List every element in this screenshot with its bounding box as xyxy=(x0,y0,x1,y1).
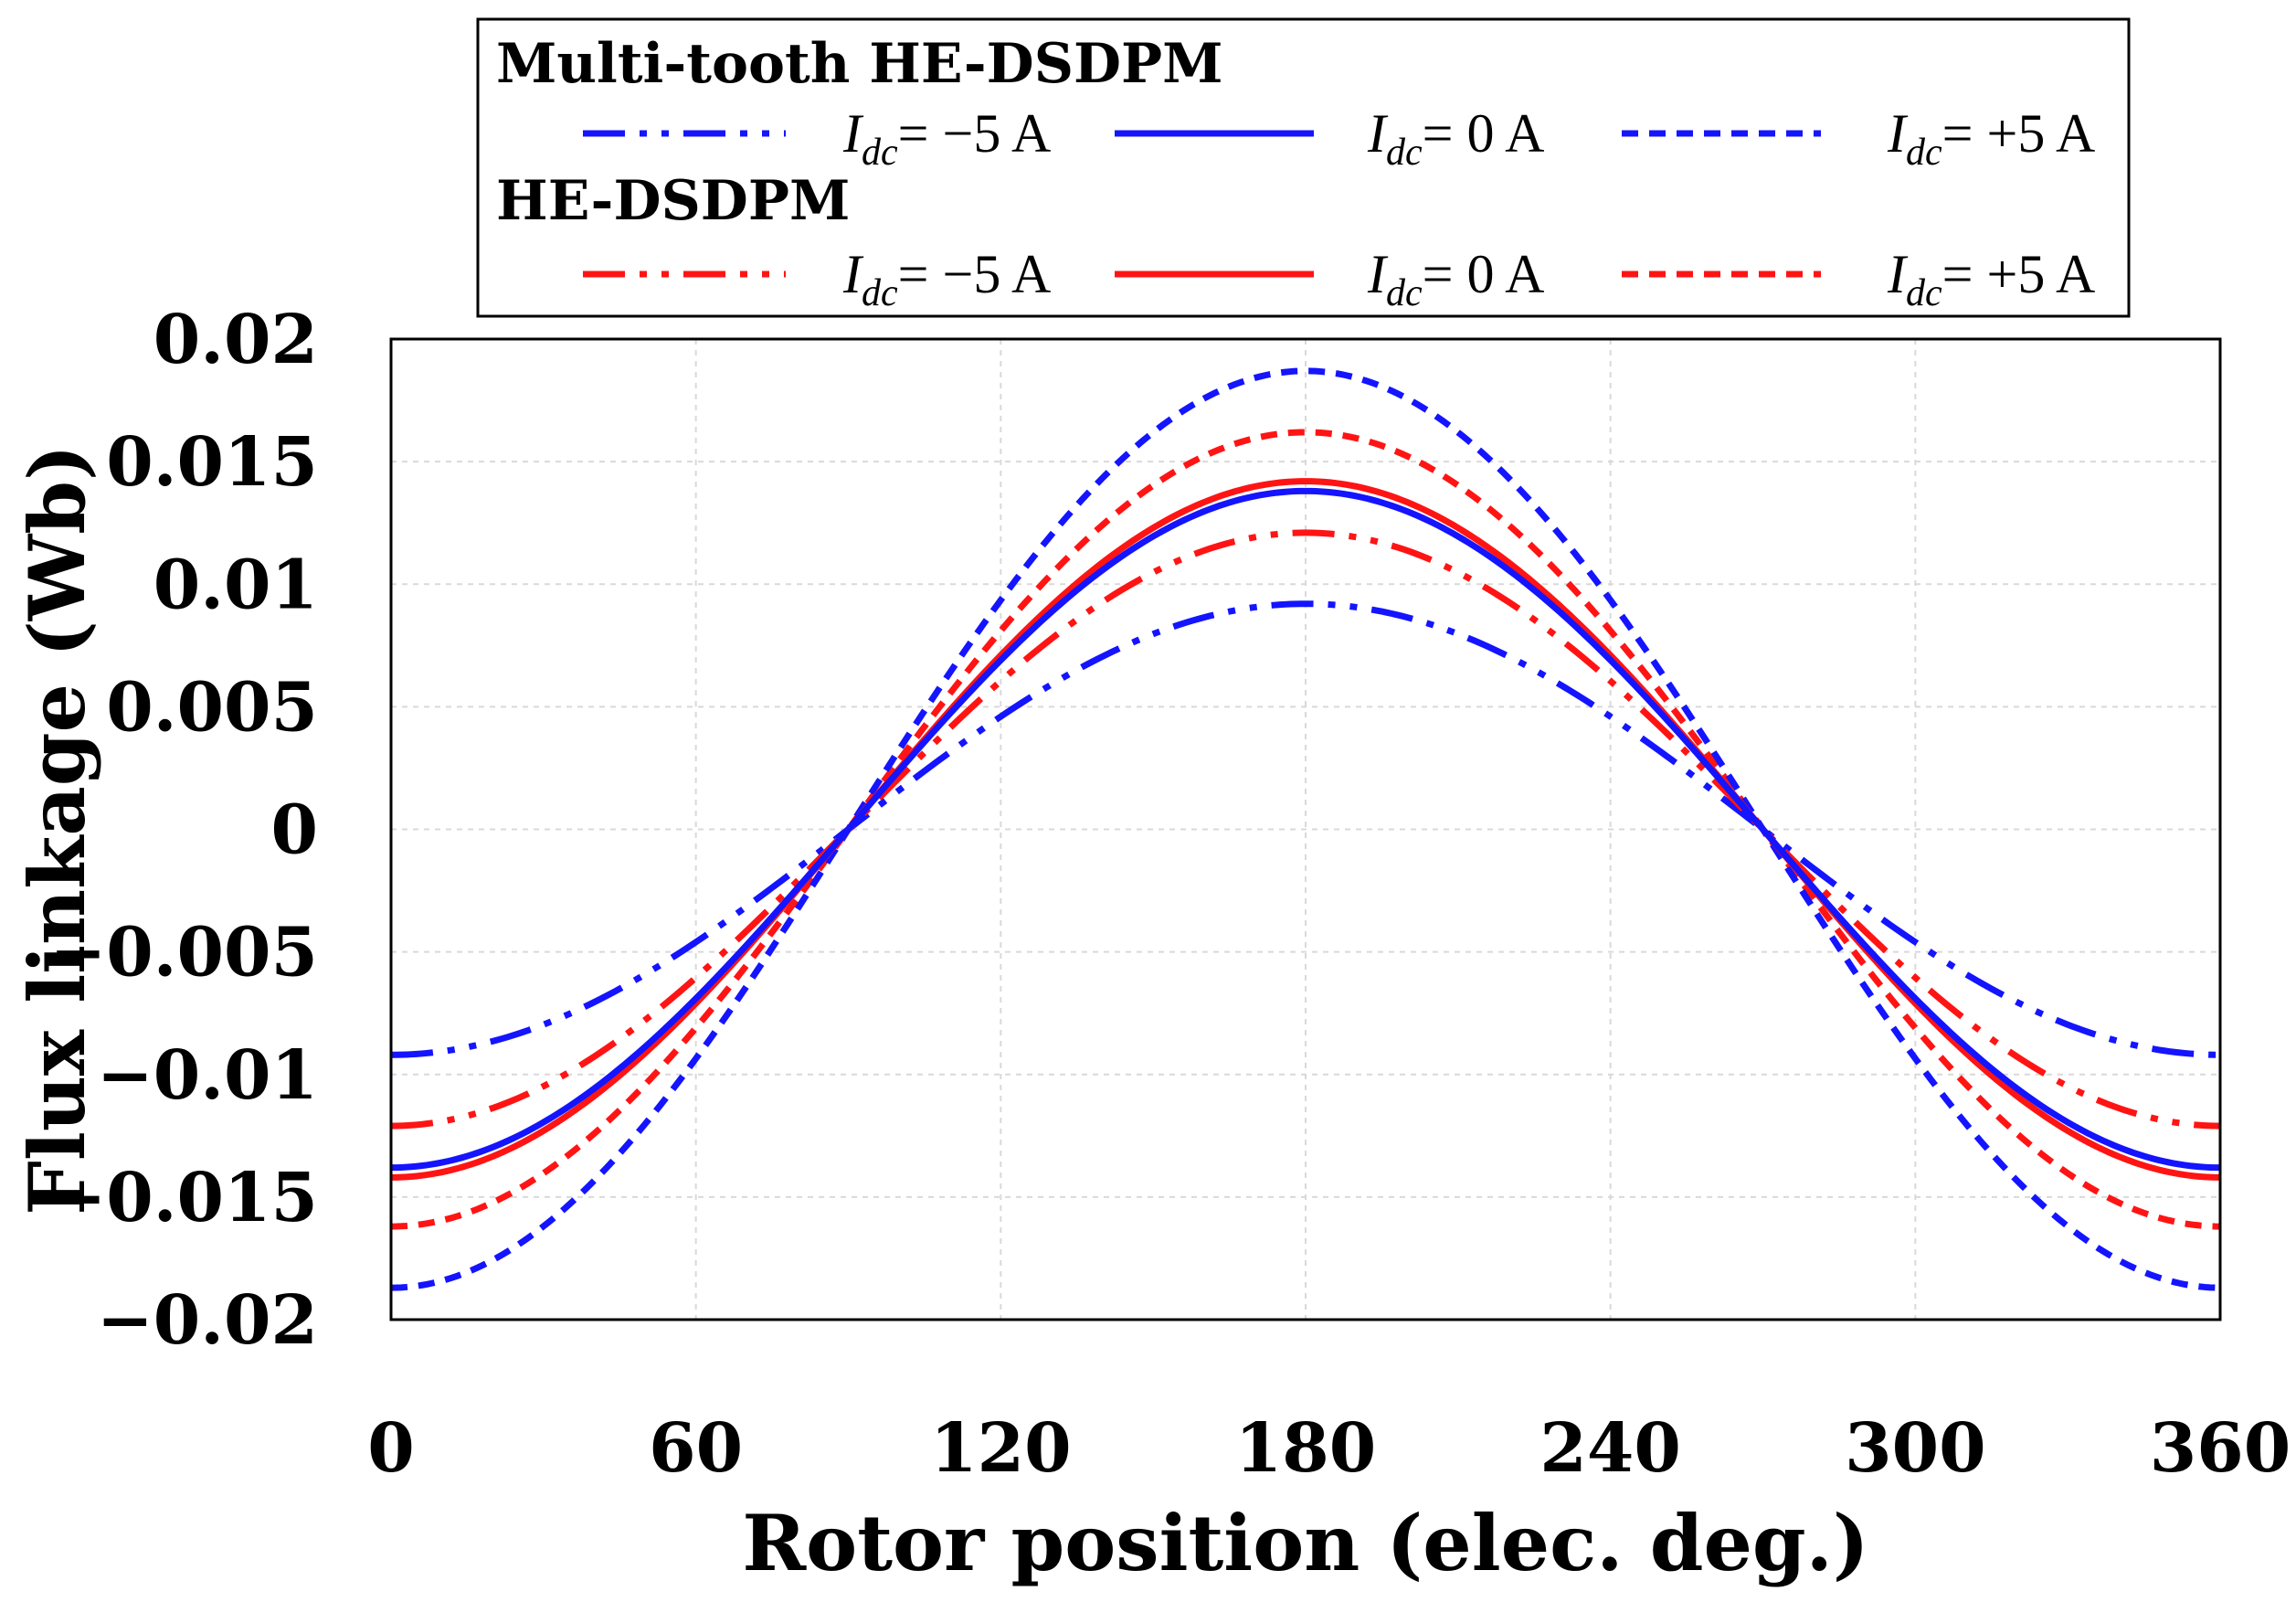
x-tick-label: 180 xyxy=(1235,1409,1376,1488)
x-tick-label: 0 xyxy=(367,1409,415,1488)
series-line-1 xyxy=(390,487,2221,1172)
y-tick-label: 0.01 xyxy=(153,546,318,624)
grid-lines xyxy=(391,339,2220,1320)
y-tick-label: −0.01 xyxy=(97,1036,318,1115)
legend-group-title-hedsdpm: HE-DSDPM xyxy=(496,169,850,233)
series-line-5 xyxy=(390,429,2221,1230)
x-axis-title: Rotor position (elec. deg.) xyxy=(742,1498,1868,1588)
series-lines xyxy=(390,367,2221,1291)
series-line-2 xyxy=(390,367,2221,1291)
plot-frame xyxy=(389,337,2222,1321)
legend-label-1: Idc= 0 A xyxy=(1367,103,1545,174)
legend-label-4: Idc= 0 A xyxy=(1367,244,1545,314)
y-tick-label: 0.005 xyxy=(106,668,318,747)
y-tick-label: −0.02 xyxy=(97,1281,318,1360)
y-tick-label: −0.005 xyxy=(49,914,318,992)
y-tick-label: 0 xyxy=(271,791,319,870)
x-tick-label: 120 xyxy=(930,1409,1071,1488)
x-tick-label: 240 xyxy=(1539,1409,1680,1488)
series-line-3 xyxy=(390,529,2221,1130)
legend-box xyxy=(476,17,2131,318)
series-line-4 xyxy=(390,478,2221,1181)
x-tick-label: 300 xyxy=(1845,1409,1985,1488)
y-axis-title: Flux linkage (Wb) xyxy=(12,444,102,1215)
x-tick-labels: 0 60 120 180 240 300 360 xyxy=(367,1409,2291,1488)
legend-group-title-multitooth: Multi-tooth HE-DSDPM xyxy=(496,32,1223,96)
y-tick-label: 0.015 xyxy=(106,423,318,502)
series-line-0 xyxy=(390,600,2221,1058)
x-tick-label: 60 xyxy=(649,1409,743,1488)
legend-label-5: Idc= +5 A xyxy=(1887,244,2095,314)
y-tick-labels: 0.02 0.015 0.01 0.005 0 −0.005 −0.01 −0.015 −0.0… xyxy=(49,301,318,1360)
x-tick-label: 360 xyxy=(2150,1409,2291,1488)
legend-entries: Idc= −5 A Idc= 0 A Idc= +5 A Idc= −5 A Idc= … xyxy=(583,103,2095,314)
legend-label-0: Idc= −5 A xyxy=(842,103,1051,174)
legend-label-2: Idc= +5 A xyxy=(1887,103,2095,174)
y-tick-label: −0.015 xyxy=(49,1159,318,1237)
legend-label-3: Idc= −5 A xyxy=(842,244,1051,314)
y-tick-label: 0.02 xyxy=(153,301,318,379)
